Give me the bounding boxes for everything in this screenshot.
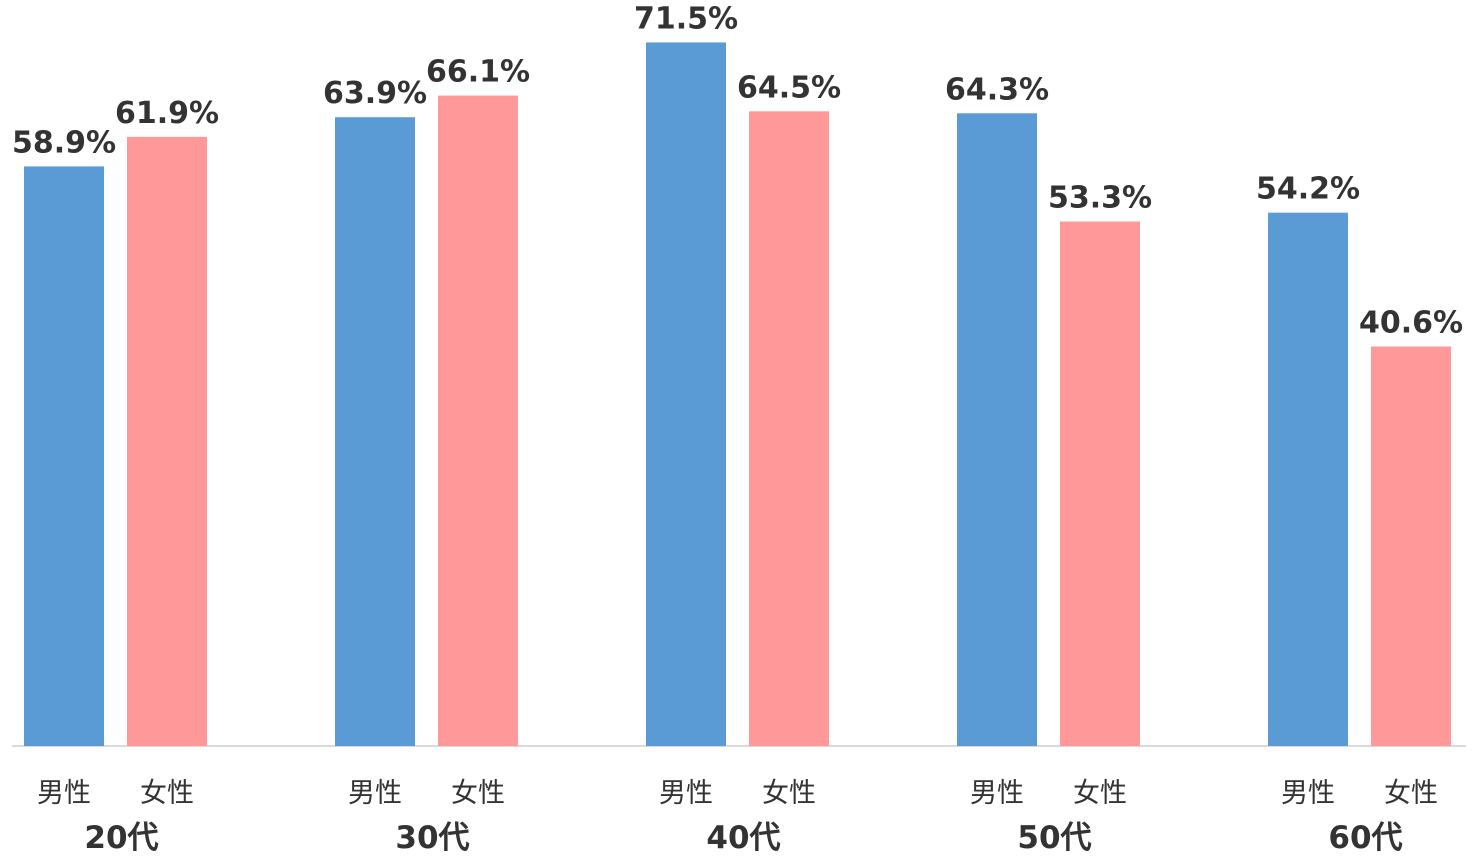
value-label-2-1: 64.5% bbox=[737, 70, 841, 105]
bar-4-0 bbox=[1268, 212, 1348, 746]
gender-label-3-1: 女性 bbox=[1073, 778, 1127, 809]
category-label-0: 20代 bbox=[84, 820, 158, 856]
gender-label-1-1: 女性 bbox=[451, 778, 505, 809]
gender-label-2-1: 女性 bbox=[762, 778, 816, 809]
value-label-3-0: 64.3% bbox=[945, 72, 1049, 107]
value-label-4-1: 40.6% bbox=[1359, 305, 1463, 340]
bar-0-0 bbox=[24, 166, 104, 746]
value-label-4-0: 54.2% bbox=[1256, 172, 1360, 207]
bar-2-1 bbox=[749, 111, 829, 746]
bar-3-1 bbox=[1060, 221, 1140, 746]
gender-label-1-0: 男性 bbox=[348, 778, 402, 809]
value-label-1-1: 66.1% bbox=[426, 55, 530, 90]
gender-label-4-0: 男性 bbox=[1281, 778, 1335, 809]
value-label-1-0: 63.9% bbox=[323, 76, 427, 111]
gender-label-0-1: 女性 bbox=[140, 778, 194, 809]
value-label-3-1: 53.3% bbox=[1048, 181, 1152, 216]
gender-label-3-0: 男性 bbox=[970, 778, 1024, 809]
category-label-1: 30代 bbox=[395, 820, 469, 856]
value-label-2-0: 71.5% bbox=[634, 1, 738, 36]
bar-4-1 bbox=[1371, 346, 1451, 746]
bar-3-0 bbox=[957, 113, 1037, 746]
labels-layer: 58.9% 男性 61.9% 女性 20代 63.9% 男性 66.1% 女性 30代 71.5% 男… bbox=[12, 1, 1463, 856]
bar-2-0 bbox=[646, 42, 726, 746]
value-label-0-1: 61.9% bbox=[115, 96, 219, 131]
bar-1-1 bbox=[438, 95, 518, 747]
category-label-4: 60代 bbox=[1328, 820, 1402, 856]
bar-0-1 bbox=[127, 136, 207, 747]
gender-label-2-0: 男性 bbox=[659, 778, 713, 809]
value-label-0-0: 58.9% bbox=[12, 125, 116, 160]
bars-layer bbox=[24, 42, 1451, 747]
gender-label-0-0: 男性 bbox=[37, 778, 91, 809]
category-label-2: 40代 bbox=[706, 820, 780, 856]
bar-1-0 bbox=[335, 117, 415, 746]
category-label-3: 50代 bbox=[1017, 820, 1091, 856]
gender-label-4-1: 女性 bbox=[1384, 778, 1438, 809]
